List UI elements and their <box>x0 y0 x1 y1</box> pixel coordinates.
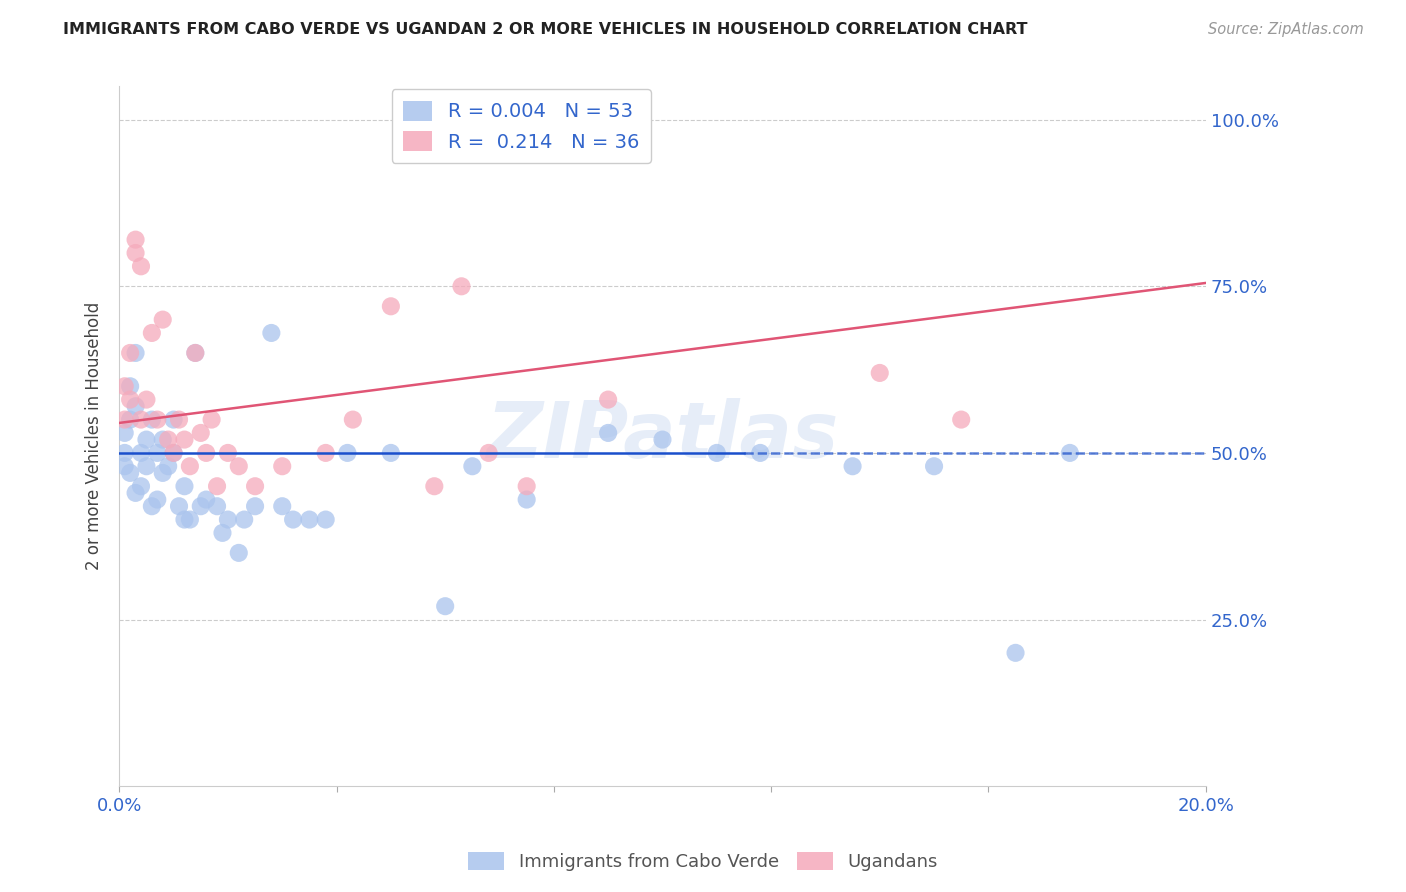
Point <box>162 412 184 426</box>
Point <box>135 433 157 447</box>
Point <box>243 479 266 493</box>
Point <box>869 366 891 380</box>
Point <box>114 459 136 474</box>
Point <box>124 399 146 413</box>
Point <box>749 446 772 460</box>
Point <box>114 446 136 460</box>
Point <box>141 326 163 340</box>
Point <box>205 500 228 514</box>
Point <box>380 446 402 460</box>
Point <box>114 379 136 393</box>
Y-axis label: 2 or more Vehicles in Household: 2 or more Vehicles in Household <box>86 302 103 570</box>
Point <box>315 512 337 526</box>
Text: Source: ZipAtlas.com: Source: ZipAtlas.com <box>1208 22 1364 37</box>
Point <box>114 412 136 426</box>
Point <box>146 412 169 426</box>
Point <box>281 512 304 526</box>
Point <box>243 500 266 514</box>
Point <box>167 500 190 514</box>
Point <box>184 346 207 360</box>
Point <box>211 525 233 540</box>
Point <box>217 446 239 460</box>
Point <box>478 446 501 460</box>
Point <box>124 486 146 500</box>
Point <box>129 412 152 426</box>
Point <box>1059 446 1081 460</box>
Point <box>162 446 184 460</box>
Point <box>922 459 945 474</box>
Point <box>260 326 283 340</box>
Point <box>152 466 174 480</box>
Point <box>950 412 973 426</box>
Point <box>336 446 359 460</box>
Point <box>450 279 472 293</box>
Point <box>179 459 201 474</box>
Point <box>146 492 169 507</box>
Point <box>315 446 337 460</box>
Point <box>173 512 195 526</box>
Point <box>190 425 212 440</box>
Point <box>195 492 218 507</box>
Point <box>152 433 174 447</box>
Point <box>195 446 218 460</box>
Point <box>461 459 484 474</box>
Point <box>651 433 673 447</box>
Point <box>380 299 402 313</box>
Point <box>120 346 142 360</box>
Point <box>120 466 142 480</box>
Text: ZIPatlas: ZIPatlas <box>486 398 838 475</box>
Point <box>434 599 457 614</box>
Point <box>342 412 364 426</box>
Point <box>184 346 207 360</box>
Point <box>124 246 146 260</box>
Point <box>141 500 163 514</box>
Point <box>124 346 146 360</box>
Point <box>217 512 239 526</box>
Point <box>598 425 620 440</box>
Legend: Immigrants from Cabo Verde, Ugandans: Immigrants from Cabo Verde, Ugandans <box>461 845 945 879</box>
Point <box>135 392 157 407</box>
Point <box>129 479 152 493</box>
Point <box>120 379 142 393</box>
Point <box>271 459 294 474</box>
Point <box>706 446 728 460</box>
Point <box>157 433 180 447</box>
Point <box>298 512 321 526</box>
Legend: R = 0.004   N = 53, R =  0.214   N = 36: R = 0.004 N = 53, R = 0.214 N = 36 <box>391 89 651 163</box>
Point <box>233 512 256 526</box>
Point <box>114 425 136 440</box>
Point <box>120 392 142 407</box>
Point <box>173 479 195 493</box>
Point <box>157 459 180 474</box>
Point <box>201 412 224 426</box>
Point <box>423 479 446 493</box>
Point <box>516 479 538 493</box>
Point <box>135 459 157 474</box>
Text: IMMIGRANTS FROM CABO VERDE VS UGANDAN 2 OR MORE VEHICLES IN HOUSEHOLD CORRELATIO: IMMIGRANTS FROM CABO VERDE VS UGANDAN 2 … <box>63 22 1028 37</box>
Point <box>167 412 190 426</box>
Point <box>598 392 620 407</box>
Point <box>1004 646 1026 660</box>
Point <box>205 479 228 493</box>
Point <box>228 546 250 560</box>
Point <box>146 446 169 460</box>
Point <box>120 412 142 426</box>
Point <box>190 500 212 514</box>
Point <box>516 492 538 507</box>
Point <box>124 233 146 247</box>
Point <box>228 459 250 474</box>
Point <box>129 260 152 274</box>
Point <box>271 500 294 514</box>
Point <box>129 446 152 460</box>
Point <box>841 459 863 474</box>
Point <box>141 412 163 426</box>
Point <box>162 446 184 460</box>
Point <box>179 512 201 526</box>
Point <box>152 312 174 326</box>
Point <box>173 433 195 447</box>
